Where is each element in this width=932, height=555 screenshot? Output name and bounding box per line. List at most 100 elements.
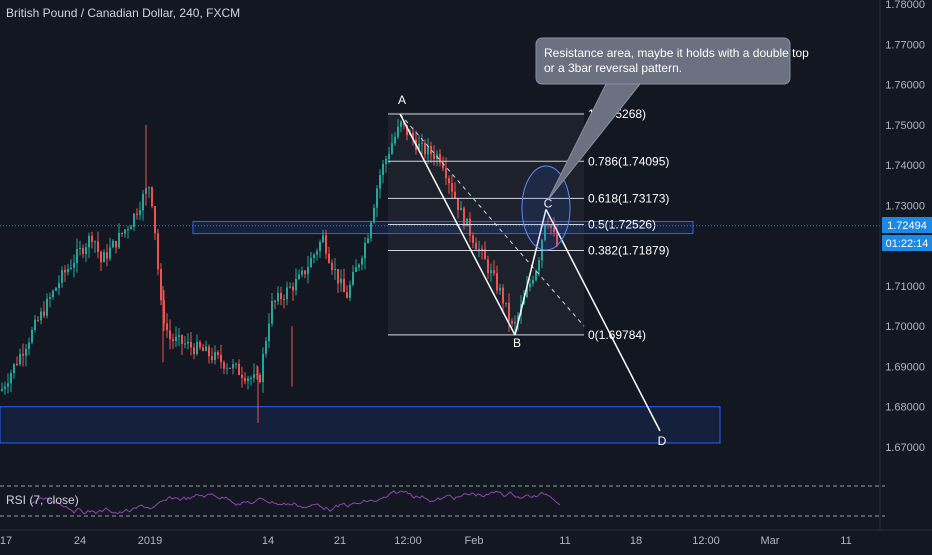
candle-body [31,329,33,343]
candle-body [226,367,228,369]
candle-body [529,283,531,288]
current-price-label: 1.72494 [887,220,927,232]
candle-body [106,252,108,259]
candle-body [304,270,306,275]
candle-body [109,247,111,259]
candle-body [388,153,390,159]
time-axis[interactable]: 17 24 2019 14 21 12:00 Feb 11 18 12:00 Mar 11 [0,529,932,547]
candle-body [16,363,18,365]
support-zone[interactable] [0,406,721,444]
candle-body [178,335,180,337]
candle-body [511,320,513,324]
callout-box[interactable] [535,37,791,85]
candle-body [394,136,396,144]
candle-body [367,238,369,243]
candle-body [193,347,195,355]
candle-body [277,292,279,302]
candle-body [556,232,558,246]
candle-body [514,321,516,324]
candle-body [307,267,309,275]
countdown-box [882,235,932,251]
price-tick-label: 1.69000 [885,361,925,373]
candle-body [361,258,363,265]
candle-body [289,286,291,288]
time-tick-label: 12:00 [692,535,720,547]
price-tick-label: 1.74000 [885,160,925,172]
candle-body [259,375,261,383]
pattern-leg-cd[interactable] [545,209,661,432]
candle-body [82,248,84,255]
candle-body [73,263,75,268]
fib-level-label: 0.618(1.73173) [588,191,669,205]
pattern-leg-bc[interactable] [514,209,547,336]
candle-body [469,218,471,236]
candle-body [382,164,384,176]
candle-body [169,330,171,340]
candle-body [373,207,375,223]
candle-body [55,287,57,291]
candle-body [376,188,378,208]
candle-body [340,278,342,284]
candle-body [232,364,234,369]
price-tick-label: 1.68000 [885,402,925,414]
candle-body [427,146,429,155]
price-tick-label: 1.75000 [885,120,925,132]
candle-body [508,302,510,321]
candle-body [478,248,480,250]
current-price-box [882,217,932,233]
candle-body [325,235,327,254]
candle-body [433,154,435,159]
candle-body [481,248,483,250]
candle-body [4,386,6,389]
candle-body [538,260,540,271]
candle-body [292,286,294,291]
candle-body [184,343,186,345]
candle-body [7,383,9,387]
candle-body [316,251,318,255]
candle-body [271,301,273,324]
candle-body [319,242,321,252]
candle-body [424,142,426,155]
candle-body [322,235,324,243]
candle-body [385,158,387,165]
candle-body [466,218,468,227]
time-tick-label: 24 [74,535,86,547]
pattern-point-a: A [398,93,406,107]
candle-body [130,226,132,230]
candle-body [94,241,96,243]
candle-body [223,362,225,369]
pattern-point-b: B [513,336,521,350]
candle-body [421,142,423,144]
time-tick-label: 17 [0,535,12,547]
candle-body [550,224,552,228]
pattern-leg-ab[interactable] [399,113,516,336]
candle-body [346,292,348,298]
annotation-callout[interactable]: Resistance area, maybe it holds with a d… [535,37,809,201]
candle-body [1,388,3,391]
candle-body [70,267,72,269]
candle-body [148,187,150,189]
candle-body [553,227,555,233]
candle-body [487,259,489,274]
candle-body [463,208,465,227]
candle-body [313,254,315,258]
pattern-layer[interactable]: A B C D [398,93,667,448]
rsi-pane[interactable]: RSI (7, close) [0,485,885,517]
time-tick-label: 11 [840,535,851,547]
time-tick-label: Feb [465,535,484,547]
price-tick-label: 1.77000 [885,39,925,51]
candle-body [250,378,252,380]
time-tick-label: 11 [559,535,570,547]
candle-body [34,319,36,330]
candle-body [274,301,276,303]
candle-body [190,341,192,348]
candle-body [349,284,351,298]
candle-body [124,229,126,234]
candle-body [163,300,165,324]
candle-body [265,341,267,354]
candle-body [136,213,138,215]
time-tick-label: 12:00 [394,535,422,547]
candle-body [220,354,222,363]
